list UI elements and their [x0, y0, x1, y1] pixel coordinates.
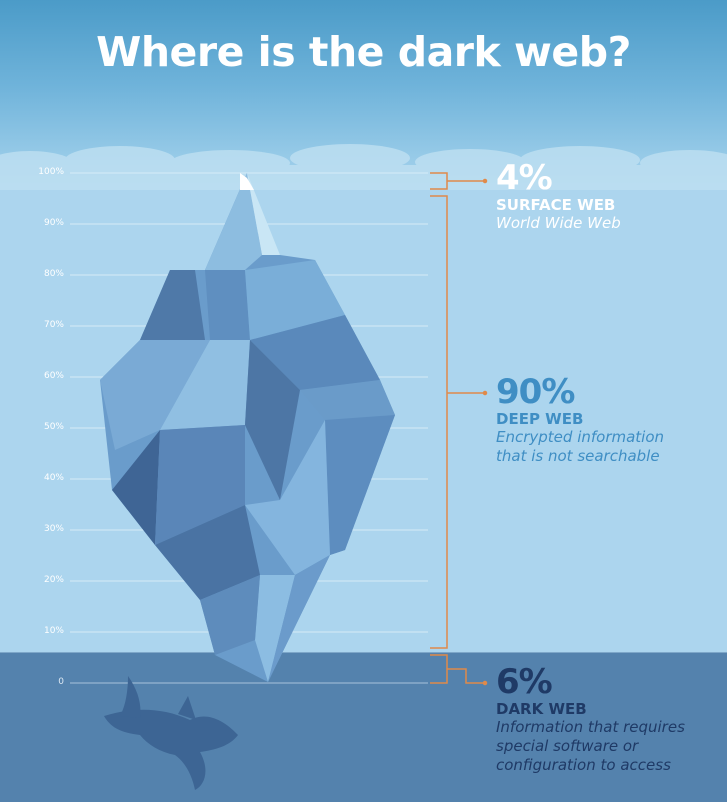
axis-tick-label: 80% [43, 269, 64, 279]
axis-tick-label: 20% [43, 575, 64, 585]
surface-web-name: SURFACE WEB [496, 196, 616, 214]
dark-web-label: 6% DARK WEB Information that requires sp… [496, 664, 685, 775]
dark-web-name: DARK WEB [496, 700, 587, 718]
axis-tick-label: 30% [43, 524, 64, 534]
clouds-band [0, 144, 727, 190]
axis-tick-label: 10% [43, 626, 64, 636]
deep-web-label: 90% DEEP WEB Encrypted information that … [496, 374, 664, 466]
axis-tick-label: 50% [43, 422, 64, 432]
page-title: Where is the dark web? [96, 28, 631, 76]
axis-tick-label: 0 [58, 677, 64, 687]
dark-web-description-line: special software or [496, 737, 639, 755]
deep-web-description-line: that is not searchable [496, 447, 660, 465]
shark-illustration [104, 676, 238, 790]
axis-tick-label: 90% [43, 218, 64, 228]
dark-web-description-line: configuration to access [496, 756, 671, 774]
axis-tick-label: 70% [43, 320, 64, 330]
iceberg-illustration [100, 173, 395, 682]
axis-tick-label: 60% [43, 371, 64, 381]
dark-web-percent: 6% [496, 662, 553, 702]
bracket-lines [430, 172, 488, 686]
deep-web-percent: 90% [496, 372, 575, 412]
dark-web-description-line: Information that requires [496, 718, 685, 736]
axis-tick-label: 100% [38, 167, 64, 177]
deep-web-name: DEEP WEB [496, 410, 584, 428]
surface-web-percent: 4% [496, 158, 553, 198]
surface-web-description: World Wide Web [496, 214, 621, 232]
deep-web-description-line: Encrypted information [496, 428, 665, 446]
axis-tick-label: 40% [43, 473, 64, 483]
surface-web-label: 4% SURFACE WEB World Wide Web [496, 160, 621, 233]
